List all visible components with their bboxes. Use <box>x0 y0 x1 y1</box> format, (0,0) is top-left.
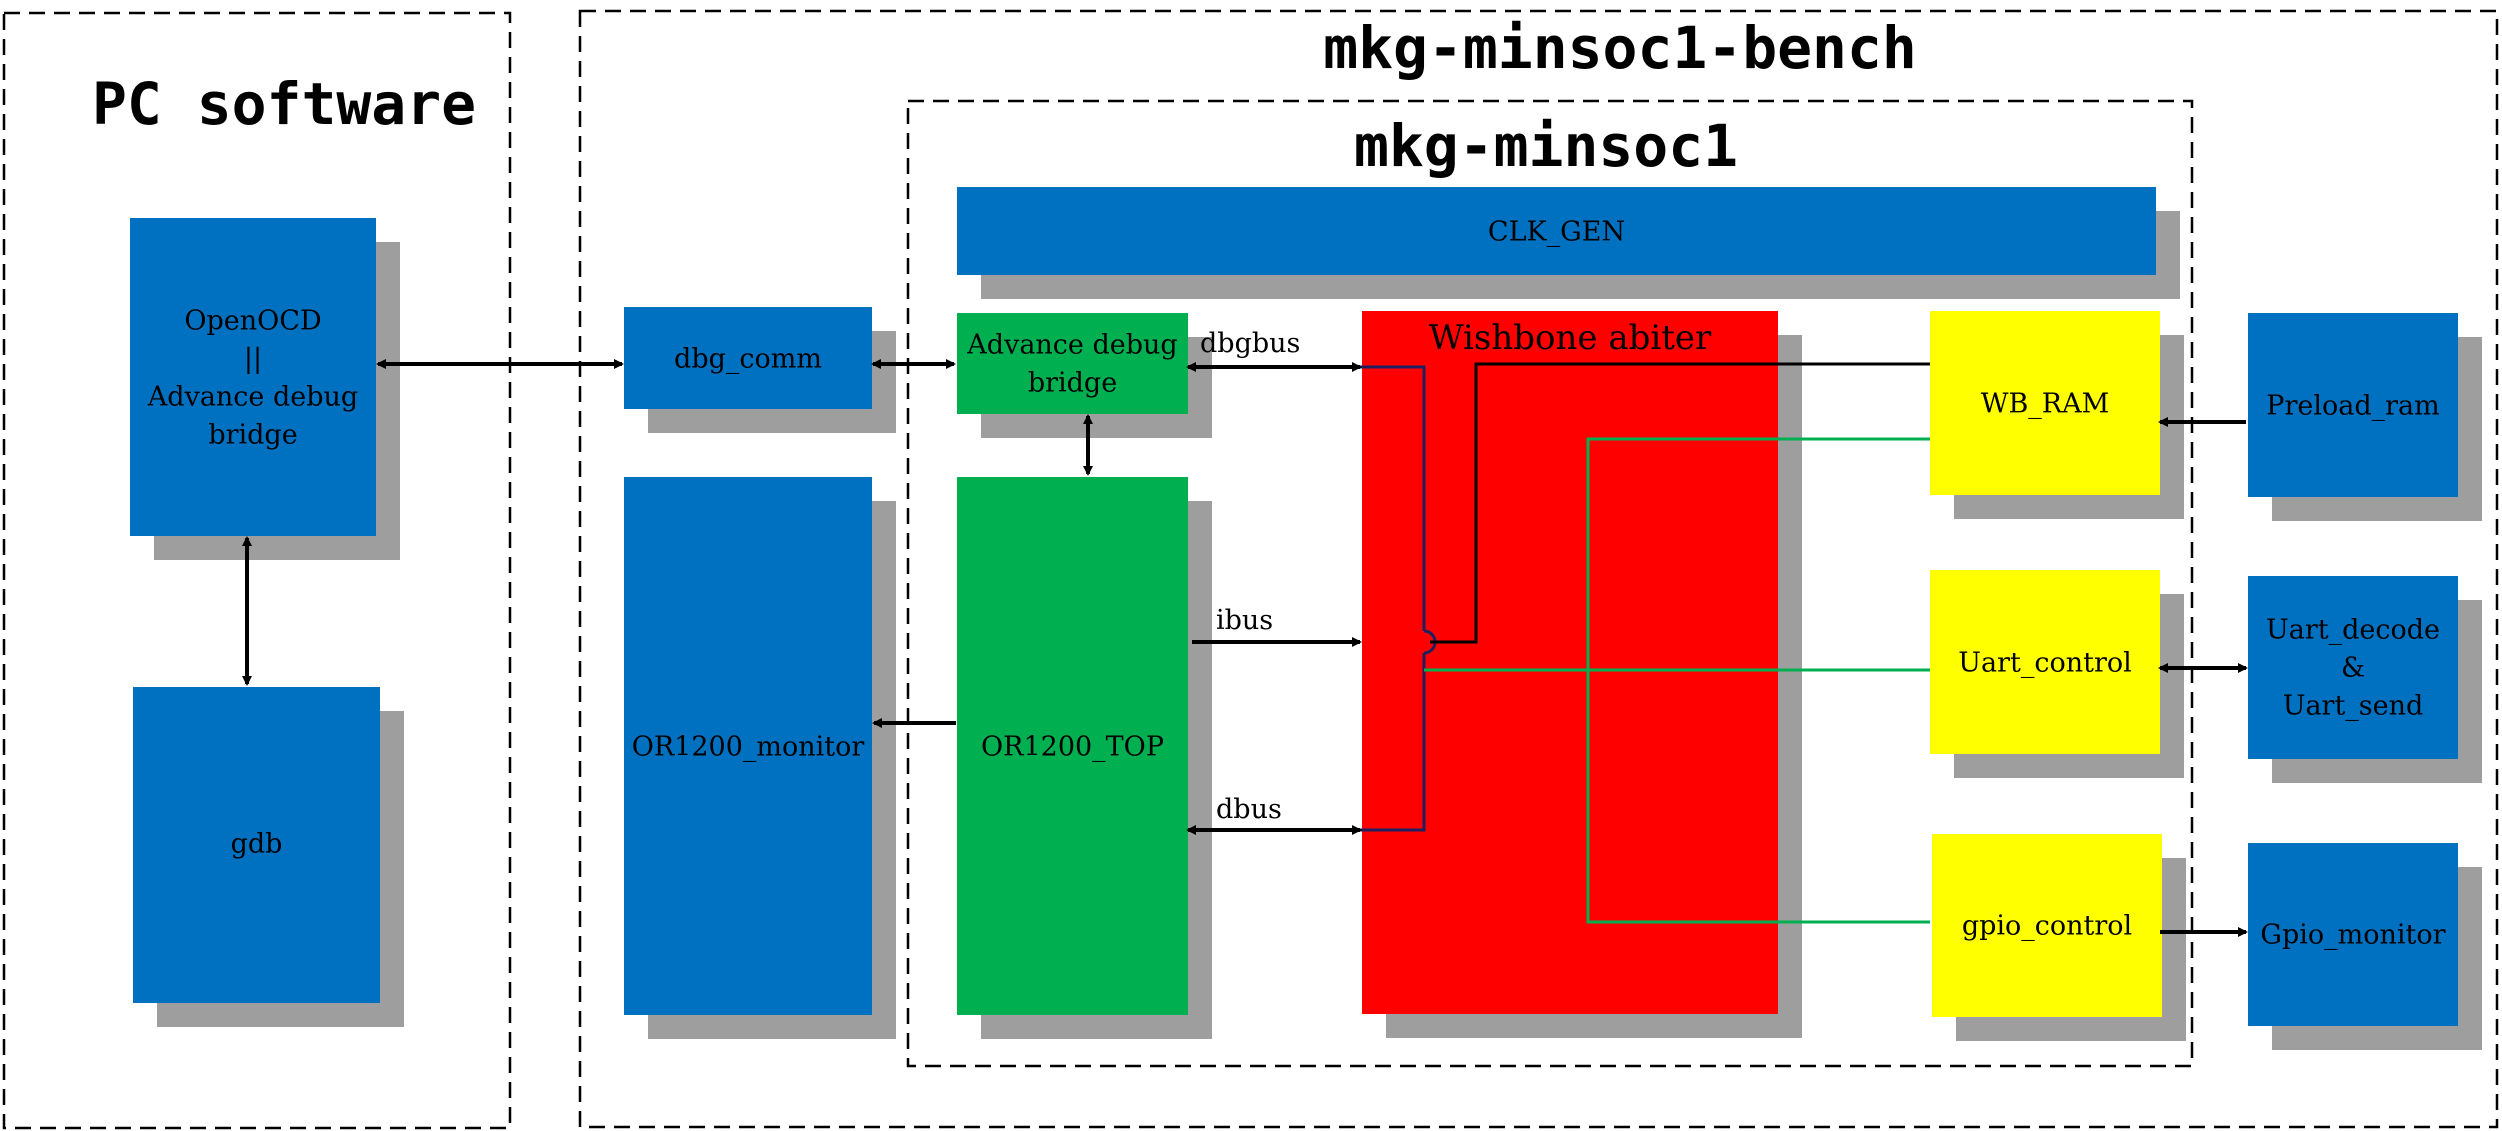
adv-debug-box <box>957 313 1188 414</box>
gpio-monitor-block: Gpio_monitor <box>2248 843 2482 1050</box>
uart-decode-block: Uart_decode & Uart_send <box>2248 576 2482 783</box>
pc-software-region <box>2 11 512 1130</box>
gpio-control-block: gpio_control <box>1932 834 2186 1041</box>
or1200-top-box <box>957 477 1188 1015</box>
gpio-control-label: gpio_control <box>1962 910 2132 941</box>
adv-debug-label: Advance debug <box>966 329 1177 360</box>
gpio-control-box <box>1932 834 2162 1017</box>
or1200-monitor-box <box>624 477 872 1015</box>
wb-ram-box <box>1930 311 2160 495</box>
uart-control-block: Uart_control <box>1930 570 2184 778</box>
dbg-comm-box <box>624 307 872 409</box>
preload-ram-box <box>2248 313 2458 497</box>
pc-software-title: PC software <box>92 70 476 138</box>
dbg-comm-label: dbg_comm <box>674 343 822 374</box>
gdb-label: gdb <box>231 828 283 859</box>
wb-ram-block: WB_RAM <box>1930 311 2184 519</box>
gdb-block: gdb <box>133 687 404 1027</box>
openocd-box <box>130 218 376 536</box>
minsoc-title: mkg-minsoc1 <box>1354 112 1738 180</box>
bench-title: mkg-minsoc1-bench <box>1323 14 1917 82</box>
clk-gen-box <box>957 187 2156 275</box>
minsoc-region <box>906 99 2194 1068</box>
wb-ram-label: WB_RAM <box>1981 388 2110 419</box>
ibus-label: ibus <box>1216 605 1273 636</box>
uart-control-label: Uart_control <box>1958 647 2132 678</box>
uart-decode-box <box>2248 576 2458 759</box>
clk-gen-block: CLK_GEN <box>957 187 2180 299</box>
ibus-to-ram-wire <box>1430 362 1930 644</box>
arrows <box>242 359 2248 937</box>
or1200-top-label: OR1200_TOP <box>981 731 1164 762</box>
uart-decode-label: Uart_decode <box>2266 614 2440 645</box>
wishbone-block: Wishbone abiter <box>1362 311 1802 1038</box>
uart-control-box <box>1930 570 2160 754</box>
dbgbus-label: dbgbus <box>1200 328 1300 359</box>
clk-gen-label: CLK_GEN <box>1488 216 1625 247</box>
dbg-comm-block: dbg_comm <box>624 307 896 433</box>
gpio-monitor-label: Gpio_monitor <box>2260 919 2445 950</box>
adv-debug-block: Advance debug bridge <box>957 313 1212 438</box>
openocd-block: OpenOCD || Advance debug bridge <box>130 218 400 560</box>
dbus-label: dbus <box>1216 794 1282 825</box>
gdb-box <box>133 687 380 1003</box>
gpio-monitor-box <box>2248 843 2458 1026</box>
or1200-top-block: OR1200_TOP <box>957 477 1212 1039</box>
adv-debug-label: bridge <box>1028 367 1117 398</box>
or1200-monitor-block: OR1200_monitor <box>624 477 896 1039</box>
bench-region <box>578 9 2499 1129</box>
uart-decode-label: Uart_send <box>2283 690 2424 721</box>
uart-decode-label: & <box>2341 652 2365 683</box>
wishbone-box <box>1362 311 1778 1014</box>
wishbone-label: Wishbone abiter <box>1429 318 1712 358</box>
preload-ram-label: Preload_ram <box>2266 390 2439 421</box>
slave-wiring <box>1424 437 1930 924</box>
openocd-label: OpenOCD <box>184 305 321 336</box>
or1200-monitor-label: OR1200_monitor <box>632 731 865 762</box>
openocd-label: bridge <box>208 419 297 450</box>
preload-ram-block: Preload_ram <box>2248 313 2482 521</box>
openocd-label: Advance debug <box>147 381 358 412</box>
openocd-label: || <box>244 343 262 374</box>
